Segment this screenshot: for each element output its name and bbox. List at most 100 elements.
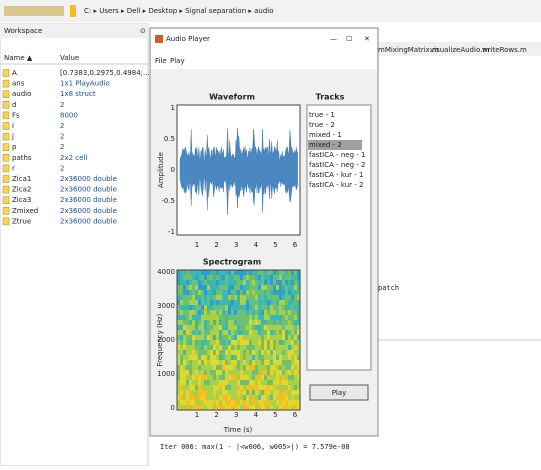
var-value[interactable]: [0.7383,0.2975,0.4984;...	[60, 69, 150, 77]
spectrogram-cell	[231, 395, 234, 400]
close[interactable]: ✕	[364, 35, 370, 43]
var-name[interactable]: Zica1	[12, 175, 31, 183]
address-path[interactable]: C: ▸ Users ▸ Dell ▸ Desktop ▸ Signal sep…	[84, 7, 274, 15]
spectrogram-cell	[267, 345, 270, 350]
spectrogram-cell	[255, 365, 258, 370]
spectrogram-cell	[246, 365, 249, 370]
spectrogram-cell	[216, 360, 219, 365]
var-name[interactable]: p	[12, 143, 17, 151]
spectrogram-cell	[192, 305, 195, 310]
var-value[interactable]: 2x2 cell	[60, 154, 87, 162]
var-name[interactable]: Ztrue	[12, 217, 31, 225]
spectrogram-cell	[195, 380, 198, 385]
track-item[interactable]: fastICA - kur - 2	[309, 181, 363, 189]
var-value[interactable]: 2x36000 double	[60, 186, 117, 194]
var-value[interactable]: 2x36000 double	[60, 196, 117, 204]
track-item[interactable]: fastICA - kur - 1	[309, 171, 363, 179]
spectrogram-cell	[237, 270, 240, 275]
menu-play[interactable]: Play	[170, 57, 185, 65]
var-value[interactable]: 2	[60, 122, 64, 130]
var-name[interactable]: Zica2	[12, 186, 31, 194]
spectrogram-cell	[216, 330, 219, 335]
spectrogram-cell	[180, 315, 183, 320]
spectrogram-cell	[255, 340, 258, 345]
spectrogram-cell	[291, 365, 294, 370]
var-value[interactable]: 2	[60, 101, 64, 109]
var-name[interactable]: d	[12, 101, 16, 109]
spectrogram-cell	[216, 350, 219, 355]
play-button-label[interactable]: Play	[332, 389, 347, 397]
spectrogram-cell	[204, 375, 207, 380]
minimize[interactable]: —	[330, 35, 337, 43]
spectrogram-cell	[225, 400, 228, 405]
var-name[interactable]: paths	[12, 154, 32, 162]
spectrogram-cell	[207, 305, 210, 310]
var-value[interactable]: 2x36000 double	[60, 207, 117, 215]
spectrogram-cell	[237, 370, 240, 375]
var-name[interactable]: ans	[12, 80, 25, 88]
spectrogram-cell	[279, 275, 282, 280]
var-value[interactable]: 2	[60, 143, 64, 151]
var-value[interactable]: 2	[60, 133, 64, 141]
spectrogram-cell	[273, 310, 276, 315]
spectrogram-cell	[249, 380, 252, 385]
spectrogram-cell	[216, 295, 219, 300]
maximize[interactable]: ☐	[346, 35, 352, 43]
var-value[interactable]: 8000	[60, 111, 78, 119]
panel-menu[interactable]: ⊙	[140, 27, 146, 35]
track-item[interactable]: mixed - 2	[309, 141, 342, 149]
track-item[interactable]: true - 2	[309, 121, 335, 129]
spectrogram-cell	[219, 315, 222, 320]
track-item[interactable]: mixed - 1	[309, 131, 342, 139]
spectrogram-cell	[198, 270, 201, 275]
var-name[interactable]: audio	[12, 90, 31, 98]
spectrogram-cell	[198, 275, 201, 280]
track-item[interactable]: fastICA - neg - 2	[309, 161, 365, 169]
var-name[interactable]: Fs	[12, 111, 20, 119]
var-name[interactable]: Zica3	[12, 196, 31, 204]
spectrogram-cell	[282, 305, 285, 310]
spectrogram-cell	[201, 295, 204, 300]
spectrogram-cell	[195, 305, 198, 310]
column-name[interactable]: Name ▲	[4, 54, 33, 62]
track-item[interactable]: true - 1	[309, 111, 335, 119]
spectrogram-cell	[279, 295, 282, 300]
var-value[interactable]: 2	[60, 164, 64, 172]
spectrogram-cell	[294, 340, 297, 345]
var-name[interactable]: Zmixed	[12, 207, 38, 215]
var-value[interactable]: 1x8 struct	[60, 90, 96, 98]
spectrogram-cell	[243, 320, 246, 325]
spectrogram-cell	[249, 305, 252, 310]
var-value[interactable]: 2x36000 double	[60, 175, 117, 183]
var-name[interactable]: i	[12, 122, 14, 130]
spectrogram-cell	[207, 380, 210, 385]
spectrogram-cell	[189, 405, 192, 410]
var-name[interactable]: A	[12, 69, 17, 77]
spectrogram-cell	[207, 365, 210, 370]
waveform-xtick: 3	[234, 241, 238, 249]
toolbar-icons[interactable]	[4, 6, 64, 16]
spectrogram-cell	[225, 330, 228, 335]
spectrogram-cell	[204, 310, 207, 315]
editor-tab[interactable]: writeRows.m	[482, 46, 527, 54]
spectrogram-cell	[261, 380, 264, 385]
spectrogram-cell	[246, 375, 249, 380]
var-value[interactable]: 2x36000 double	[60, 217, 117, 225]
column-value[interactable]: Value	[60, 54, 79, 62]
menu-file[interactable]: File	[155, 57, 167, 65]
var-name[interactable]: r	[12, 164, 15, 172]
spectrogram-cell	[249, 395, 252, 400]
spectrogram-cell	[294, 380, 297, 385]
editor-tab[interactable]: visualizeAudio.m	[430, 46, 489, 54]
spectrogram-cell	[285, 285, 288, 290]
spectrogram-cell	[246, 385, 249, 390]
spectrogram-cell	[255, 300, 258, 305]
spectrogram-cell	[186, 285, 189, 290]
spectrogram-cell	[180, 390, 183, 395]
spectrogram-cell	[267, 395, 270, 400]
spectrogram-cell	[237, 365, 240, 370]
track-item[interactable]: fastICA - neg - 1	[309, 151, 365, 159]
var-name[interactable]: j	[11, 133, 14, 141]
spectrogram-cell	[189, 305, 192, 310]
var-value[interactable]: 1x1 PlayAudio	[60, 80, 110, 88]
